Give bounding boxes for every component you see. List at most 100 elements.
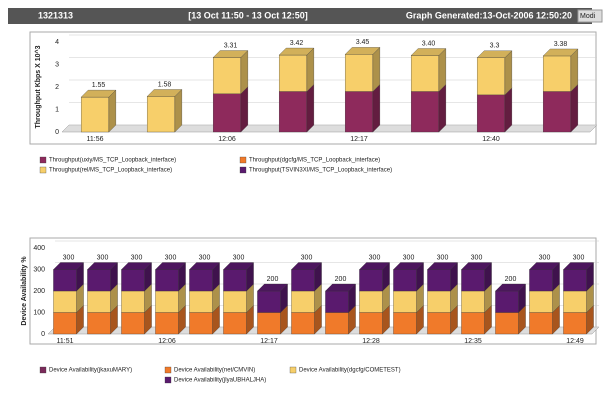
bar-segment: [155, 269, 179, 292]
bar-segment: [495, 312, 519, 335]
bar-segment: [410, 91, 440, 133]
bar-segment: [529, 269, 553, 292]
bar-top: [461, 262, 492, 270]
bar-side: [108, 89, 117, 133]
chart-frame: [29, 31, 597, 145]
y-axis-label: Throughput Kbps X 10^3: [34, 45, 42, 128]
legend-swatch: [289, 366, 297, 374]
bar-side: [504, 50, 513, 96]
total-label: 300: [63, 254, 75, 261]
y-tick-label: 0: [41, 331, 45, 338]
total-label: 300: [233, 254, 245, 261]
bar-segment: [189, 290, 213, 313]
bar-top: [223, 262, 254, 270]
chart-frame: [29, 237, 597, 345]
total-label: 300: [573, 254, 585, 261]
bar-segment: [393, 290, 417, 313]
bar-segment: [53, 290, 77, 313]
modify-button-label[interactable]: Modi: [580, 13, 596, 20]
bar-top: [121, 262, 152, 270]
bar-segment: [410, 55, 440, 92]
total-label: 300: [97, 254, 109, 261]
header-id: 1321313: [38, 10, 73, 20]
bar-side: [438, 48, 447, 92]
x-tick-label: 12:49: [566, 338, 584, 345]
bar-segment: [529, 312, 553, 335]
bar-segment: [476, 94, 506, 133]
total-label: 300: [131, 254, 143, 261]
bar-segment: [563, 312, 587, 335]
bar-side: [372, 47, 381, 92]
bar-segment: [189, 269, 213, 292]
bar-segment: [146, 96, 176, 133]
y-tick-label: 2: [55, 84, 59, 91]
total-label: 3.45: [356, 39, 370, 46]
legend-label: Device Availability(jlyaUBHALJHA): [174, 378, 266, 384]
y-tick-label: 400: [33, 245, 45, 252]
bar-side: [570, 84, 579, 133]
legend-label: Throughput(uxiy/MS_TCP_Loopback_interfac…: [49, 158, 176, 164]
bar-segment: [223, 312, 247, 335]
total-label: 200: [335, 276, 347, 283]
x-tick-label: 11:51: [57, 338, 74, 345]
bar-segment: [291, 290, 315, 313]
x-tick-label: 12:28: [362, 338, 380, 345]
bar-top: [87, 262, 118, 270]
bar-top: [257, 283, 288, 292]
bar-segment: [291, 269, 315, 292]
bar-segment: [427, 312, 451, 335]
bar-side: [306, 84, 315, 133]
bar-top: [427, 262, 458, 270]
legend-swatch: [164, 376, 172, 384]
y-tick-label: 1: [55, 106, 59, 113]
header-bar: [8, 8, 592, 24]
bar-segment: [325, 290, 349, 313]
bar-side: [570, 48, 579, 92]
total-label: 3.42: [290, 40, 304, 47]
bar-segment: [563, 290, 587, 313]
x-tick-label: 12:17: [260, 338, 278, 345]
bar-segment: [189, 312, 213, 335]
total-label: 300: [471, 254, 483, 261]
x-tick-label: 12:06: [218, 136, 236, 143]
y-tick-label: 100: [33, 309, 45, 316]
y-tick-label: 300: [33, 266, 45, 273]
y-tick-label: 200: [33, 288, 45, 295]
legend-label: Device Availability(dgcfg/COMETEST): [299, 368, 401, 374]
bar-segment: [155, 312, 179, 335]
bar-segment: [278, 54, 308, 92]
total-label: 3.40: [422, 40, 436, 47]
bar-segment: [461, 290, 485, 313]
bar-segment: [542, 55, 572, 92]
bar-segment: [53, 312, 77, 335]
bar-top: [278, 47, 315, 56]
legend-swatch: [39, 366, 47, 374]
bar-segment: [121, 269, 145, 292]
legend-swatch: [39, 156, 47, 164]
legend-swatch: [239, 166, 247, 174]
bar-top: [189, 262, 220, 270]
floor: [61, 124, 598, 133]
bar-segment: [80, 96, 110, 133]
x-tick-label: 12:17: [350, 136, 368, 143]
bar-top: [359, 262, 390, 270]
total-label: 300: [437, 254, 449, 261]
bar-top: [344, 47, 381, 55]
x-tick-label: 11:56: [87, 136, 104, 143]
total-label: 300: [199, 254, 211, 261]
x-tick-label: 12:35: [464, 338, 482, 345]
bar-segment: [563, 269, 587, 292]
bar-segment: [223, 290, 247, 313]
bar-top: [410, 48, 447, 56]
bar-segment: [291, 312, 315, 335]
bar-segment: [461, 312, 485, 335]
bar-segment: [257, 312, 281, 335]
bar-segment: [257, 290, 281, 313]
bar-segment: [359, 290, 383, 313]
bar-top: [476, 50, 513, 58]
bar-segment: [344, 91, 374, 133]
bar-segment: [155, 290, 179, 313]
bar-segment: [121, 290, 145, 313]
modify-button[interactable]: [577, 9, 603, 23]
